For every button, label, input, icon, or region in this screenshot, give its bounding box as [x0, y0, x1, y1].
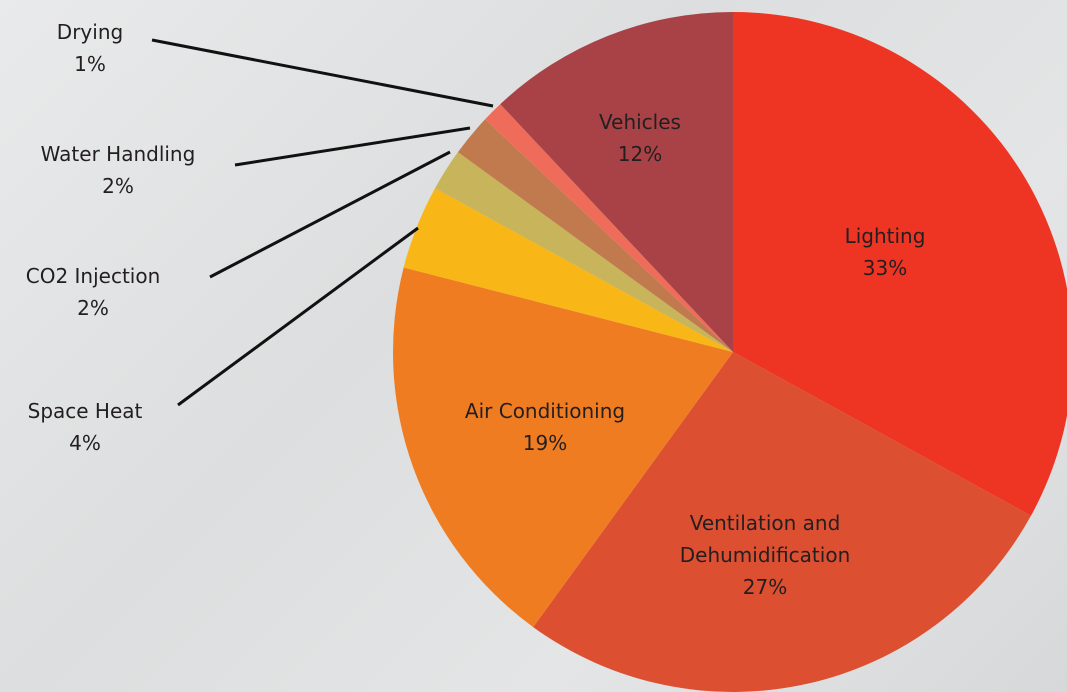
- leader-line: [152, 40, 493, 106]
- value-label: 1%: [30, 48, 150, 80]
- category-label: CO2 Injection: [3, 260, 183, 292]
- value-label: 2%: [3, 292, 183, 324]
- category-label: Space Heat: [5, 395, 165, 427]
- category-label: Water Handling: [18, 138, 218, 170]
- value-label: 27%: [650, 571, 880, 603]
- value-label: 2%: [18, 170, 218, 202]
- category-label: Lighting: [785, 220, 985, 252]
- value-label: 4%: [5, 427, 165, 459]
- page: Lighting33% Ventilation and Dehumidificat…: [0, 0, 1067, 692]
- value-label: 12%: [570, 138, 710, 170]
- value-label: 33%: [785, 252, 985, 284]
- leader-line: [178, 228, 418, 405]
- category-label: Ventilation and Dehumidification: [650, 507, 880, 571]
- category-label: Vehicles: [570, 106, 710, 138]
- category-label: Air Conditioning: [445, 395, 645, 427]
- value-label: 19%: [445, 427, 645, 459]
- chart: [0, 0, 1067, 692]
- category-label: Drying: [30, 16, 150, 48]
